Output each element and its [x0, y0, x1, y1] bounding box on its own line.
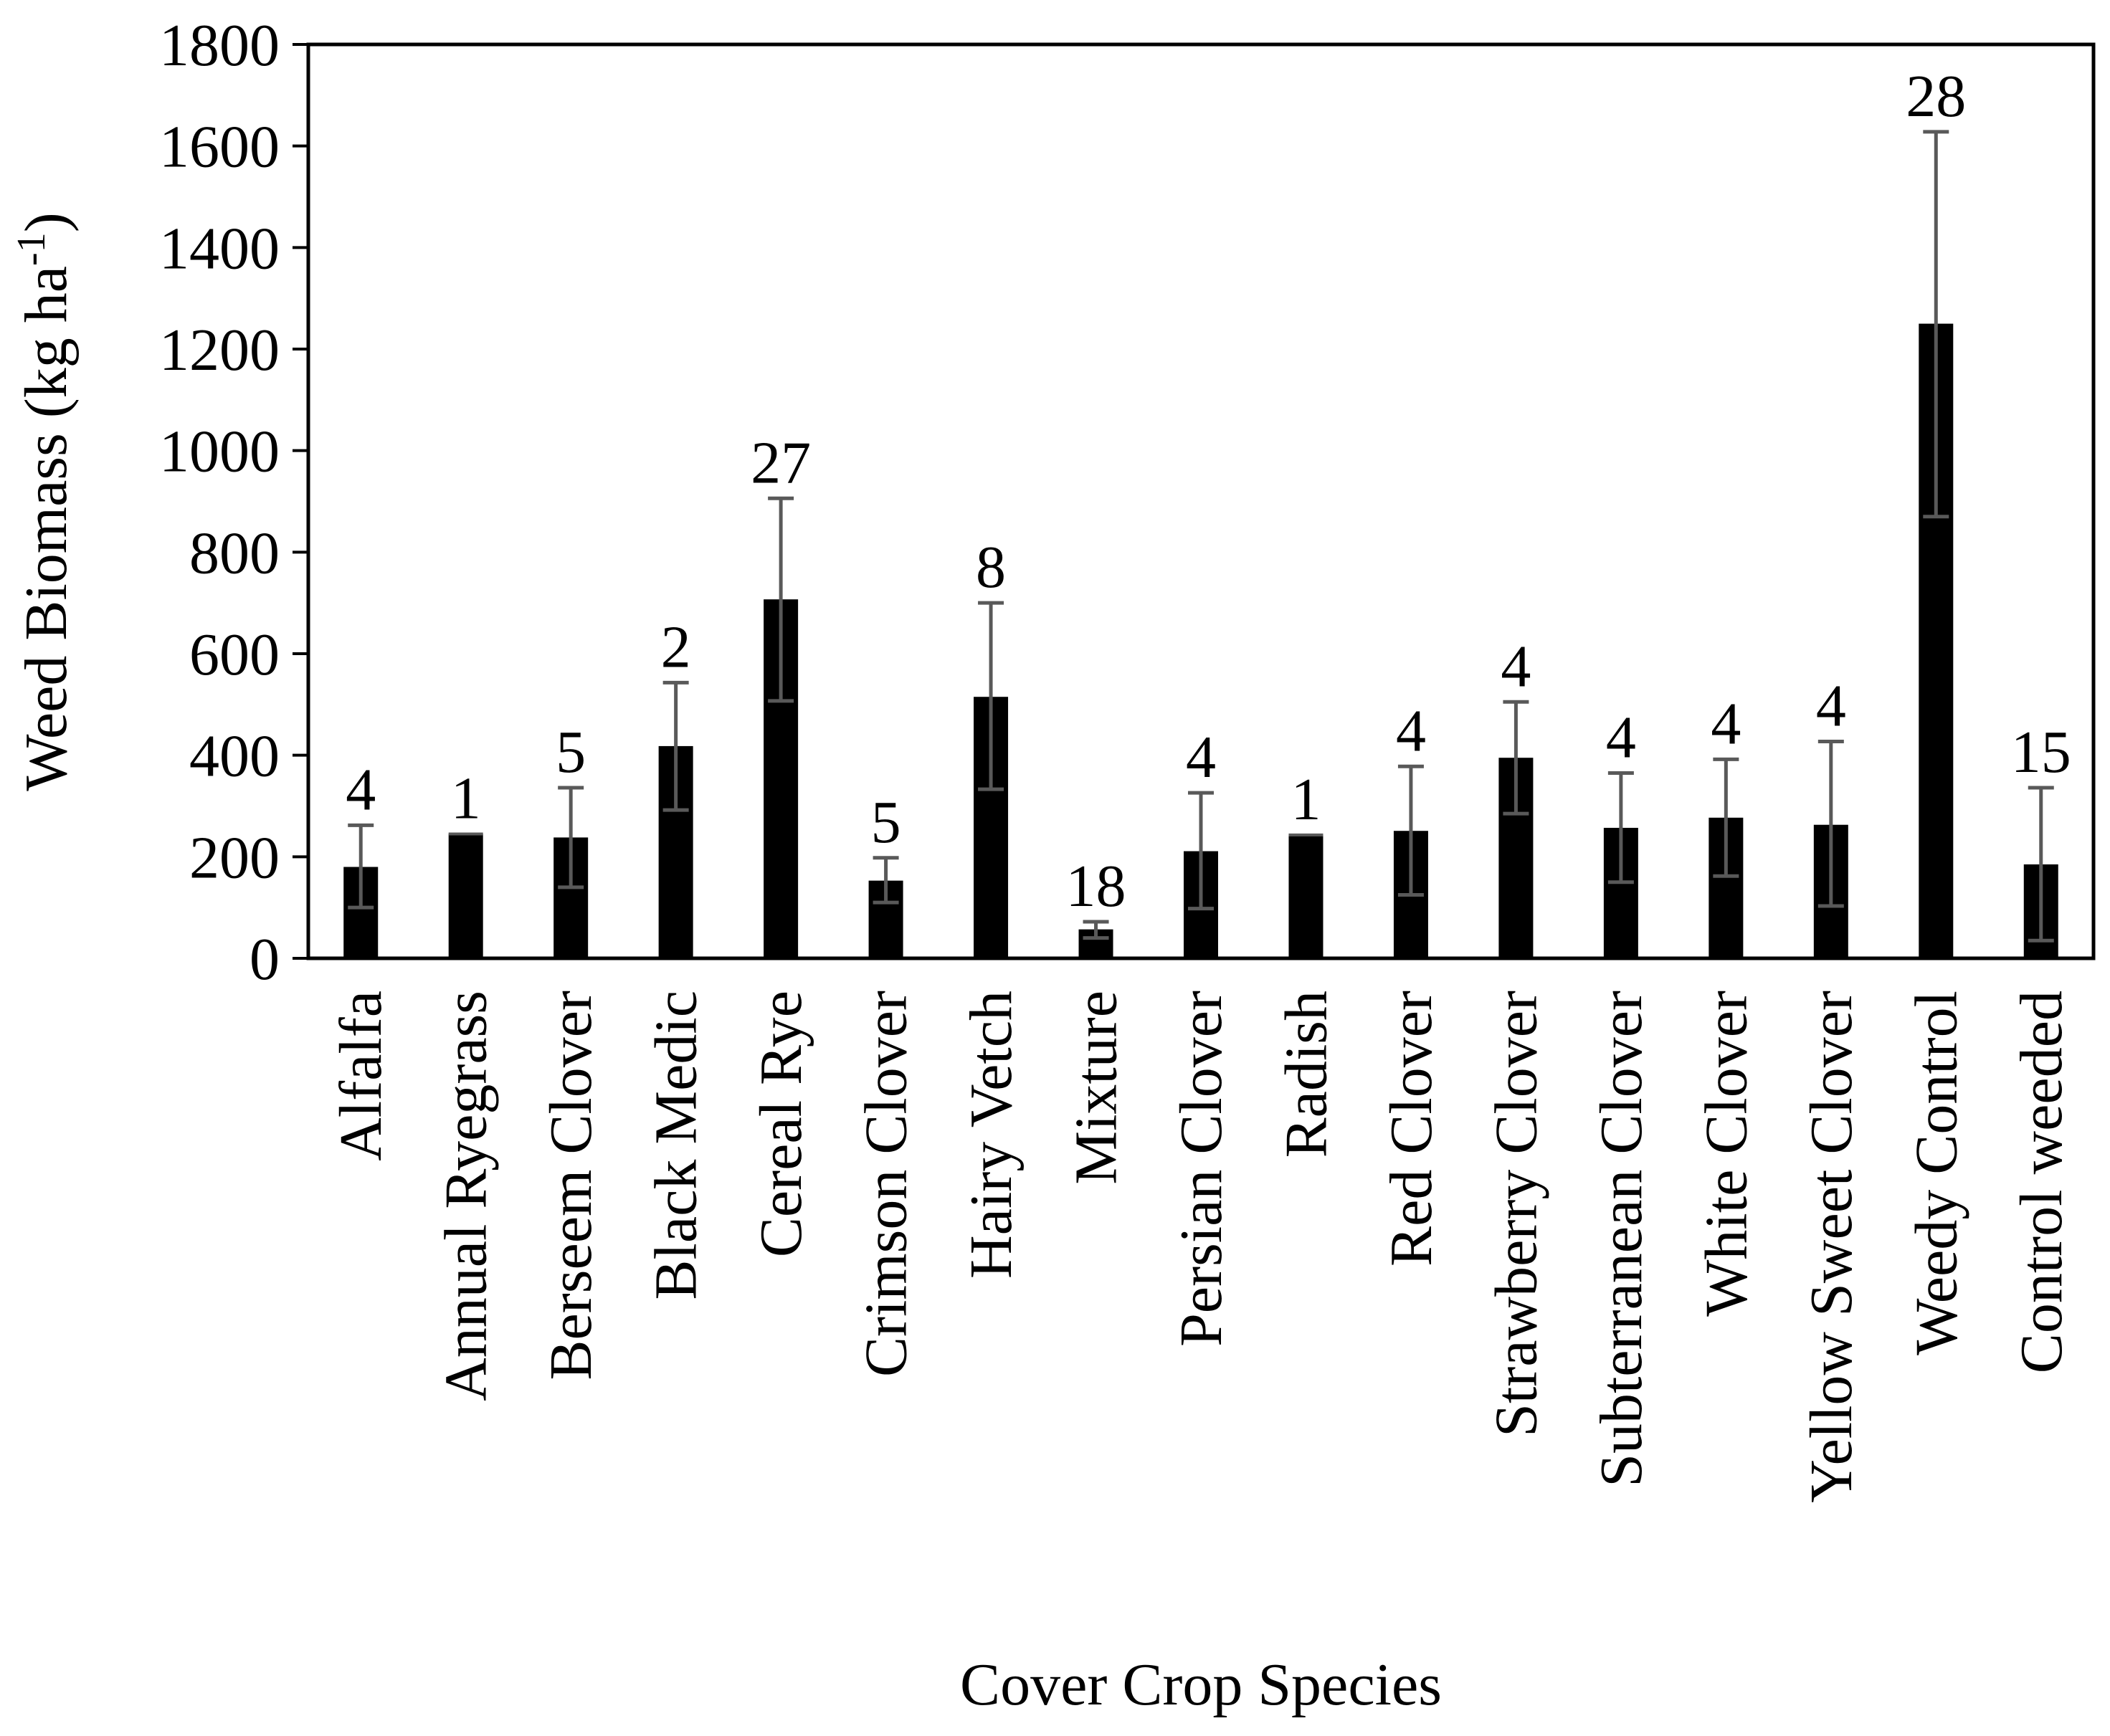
error-bars [348, 130, 2054, 943]
n-label-black-medic: 2 [661, 614, 691, 680]
n-label-hairy-vetch: 8 [976, 534, 1006, 601]
x-tick-label-mixture: Mixture [1063, 991, 1130, 1185]
x-tick-label-control-weeded: Control weeded [2008, 991, 2075, 1373]
error-bar-white-clover [1713, 757, 1739, 878]
n-label-strawberry-clover: 4 [1501, 633, 1531, 700]
x-tick-label-strawberry-clover: Strawberry Clover [1483, 991, 1549, 1437]
error-bar-hairy-vetch [978, 601, 1004, 791]
n-label-mixture: 18 [1066, 853, 1126, 920]
x-axis: Alfalfa Annual Ryegrass Berseem Clover Blac… [328, 991, 2075, 1503]
y-tick-label: 400 [189, 723, 280, 790]
bar-radish [1288, 834, 1323, 958]
y-tick-label: 800 [189, 520, 280, 586]
x-axis-label: Cover Crop Species [960, 1651, 1442, 1718]
bar-annual-ryegrass [448, 834, 483, 958]
error-bar-mixture [1083, 920, 1109, 940]
error-bar-alfalfa [348, 823, 374, 910]
error-bar-yellow-sweet-clover [1817, 740, 1844, 908]
n-label-cereal-rye: 27 [751, 429, 811, 496]
error-bar-subterranean-clover [1607, 771, 1634, 884]
error-bar-crimson-clover [873, 856, 899, 905]
y-tick-label: 600 [189, 621, 280, 688]
error-bar-weedy-control [1923, 130, 1949, 519]
error-bar-red-clover [1397, 764, 1424, 897]
x-tick-label-radish: Radish [1273, 991, 1339, 1158]
y-tick-label: 1200 [159, 317, 280, 383]
y-axis-label: Weed Biomass (kg ha-1) [9, 212, 80, 791]
y-tick-label: 1600 [159, 114, 280, 181]
x-tick-label-crimson-clover: Crimson Clover [853, 991, 920, 1377]
n-label-white-clover: 4 [1711, 690, 1741, 757]
x-tick-label-subterranean-clover: Subterranean Clover [1588, 991, 1655, 1487]
n-label-red-clover: 4 [1396, 697, 1426, 764]
y-axis: 0 200 400 600 800 1000 1200 1400 1600 1800 [159, 12, 308, 993]
error-bar-cereal-rye [768, 496, 794, 703]
y-tick-label: 1400 [159, 215, 280, 282]
n-label-yellow-sweet-clover: 4 [1816, 673, 1846, 740]
x-tick-label-yellow-sweet-clover: Yellow Sweet Clover [1798, 991, 1865, 1503]
error-bar-strawberry-clover [1503, 700, 1529, 816]
n-label-berseem-clover: 5 [556, 719, 586, 786]
n-label-annual-ryegrass: 1 [451, 765, 481, 831]
n-label-control-weeded: 15 [2011, 719, 2071, 786]
error-bar-black-medic [662, 680, 689, 812]
x-tick-label-black-medic: Black Medic [643, 991, 710, 1300]
error-bar-control-weeded [2028, 786, 2054, 943]
n-label-subterranean-clover: 4 [1606, 704, 1636, 771]
x-tick-label-white-clover: White Clover [1693, 991, 1759, 1317]
x-tick-label-cereal-rye: Cereal Rye [748, 991, 814, 1257]
error-bar-berseem-clover [558, 786, 584, 890]
n-label-crimson-clover: 5 [871, 789, 901, 856]
x-tick-label-hairy-vetch: Hairy Vetch [958, 991, 1025, 1279]
error-bar-persian-clover [1188, 791, 1214, 911]
n-label-persian-clover: 4 [1186, 724, 1216, 791]
x-tick-label-alfalfa: Alfalfa [328, 991, 394, 1161]
x-tick-label-weedy-control: Weedy Control [1903, 991, 1969, 1355]
n-label-weedy-control: 28 [1906, 63, 1966, 130]
y-tick-label: 1000 [159, 419, 280, 485]
n-label-radish: 1 [1291, 766, 1321, 833]
x-tick-label-persian-clover: Persian Clover [1168, 991, 1235, 1347]
y-tick-label: 200 [189, 824, 280, 891]
x-tick-label-annual-ryegrass: Annual Ryegrass [433, 991, 500, 1401]
y-tick-label: 1800 [159, 12, 280, 79]
n-label-alfalfa: 4 [346, 756, 376, 823]
x-tick-label-berseem-clover: Berseem Clover [538, 991, 604, 1380]
x-tick-label-red-clover: Red Clover [1378, 991, 1445, 1267]
y-tick-label: 0 [250, 926, 280, 993]
